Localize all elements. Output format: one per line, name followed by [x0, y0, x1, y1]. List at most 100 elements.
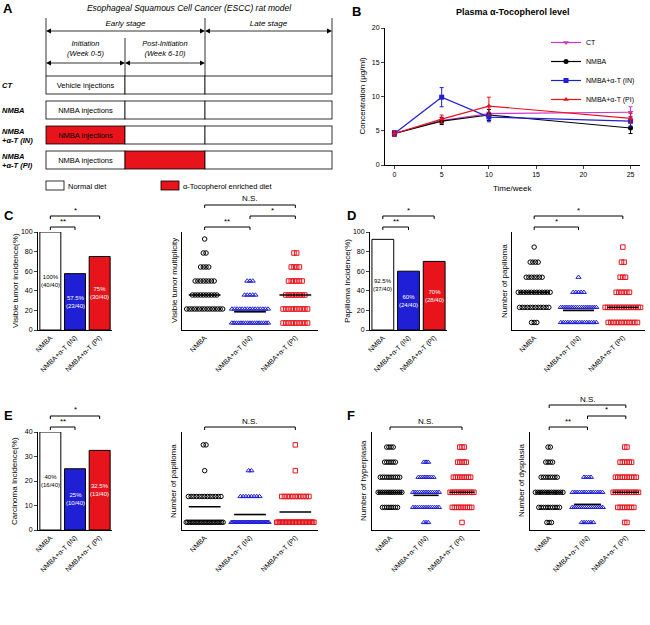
- svg-text:20: 20: [357, 307, 365, 314]
- svg-text:10: 10: [485, 171, 493, 178]
- svg-text:5: 5: [440, 171, 444, 178]
- svg-text:60: 60: [357, 268, 365, 275]
- svg-text:+α-T (IN): +α-T (IN): [2, 136, 33, 145]
- svg-text:20: 20: [372, 24, 380, 31]
- svg-text:*: *: [605, 405, 608, 414]
- svg-text:N.S.: N.S.: [242, 194, 258, 203]
- svg-text:NMBA: NMBA: [34, 534, 53, 553]
- svg-text:NMBA+α-T (IN): NMBA+α-T (IN): [551, 534, 591, 574]
- svg-text:25%(10/40): 25%(10/40): [66, 492, 85, 506]
- svg-text:Plasma α-Tocopherol level: Plasma α-Tocopherol level: [456, 7, 569, 17]
- svg-text:E: E: [4, 408, 13, 423]
- svg-text:92.5%(37/40): 92.5%(37/40): [373, 278, 392, 292]
- svg-text:NMBA+α-T (PI): NMBA+α-T (PI): [586, 96, 634, 104]
- svg-text:NMBA injections: NMBA injections: [58, 106, 113, 115]
- svg-text:NMBA+α-T (PI): NMBA+α-T (PI): [426, 534, 466, 574]
- svg-text:Vehicle injections: Vehicle injections: [57, 81, 115, 90]
- svg-text:NMBA+α-T (IN): NMBA+α-T (IN): [214, 334, 254, 374]
- svg-text:**: **: [224, 217, 230, 226]
- svg-text:40: 40: [357, 287, 365, 294]
- svg-text:NMBA+α-T (IN): NMBA+α-T (IN): [39, 534, 79, 574]
- svg-text:NMBA+α-T (PI): NMBA+α-T (PI): [64, 334, 104, 374]
- svg-text:α-Tocopherol enriched diet: α-Tocopherol enriched diet: [183, 182, 272, 191]
- svg-text:*: *: [555, 217, 558, 226]
- svg-text:NMBA+α-T (PI): NMBA+α-T (PI): [587, 334, 627, 374]
- svg-text:57.5%(23/40): 57.5%(23/40): [66, 295, 85, 309]
- svg-text:40: 40: [25, 287, 33, 294]
- svg-text:Visible tumor multiplicity: Visible tumor multiplicity: [170, 238, 179, 323]
- svg-text:0: 0: [392, 171, 396, 178]
- svg-text:Early stage: Early stage: [105, 19, 146, 28]
- svg-text:NMBA: NMBA: [189, 534, 208, 553]
- svg-text:NMBA: NMBA: [374, 534, 393, 553]
- svg-text:NMBA+α-T (IN): NMBA+α-T (IN): [214, 534, 254, 574]
- svg-text:0: 0: [29, 526, 33, 533]
- svg-text:NMBA: NMBA: [2, 152, 25, 161]
- svg-text:100: 100: [21, 228, 33, 235]
- svg-text:60: 60: [25, 268, 33, 275]
- svg-text:20: 20: [25, 477, 33, 484]
- svg-text:A: A: [3, 1, 13, 16]
- svg-text:0: 0: [29, 326, 33, 333]
- svg-text:20: 20: [579, 171, 587, 178]
- svg-text:NMBA+α-T (PI): NMBA+α-T (PI): [590, 534, 630, 574]
- svg-text:*: *: [74, 405, 77, 414]
- svg-text:100%(40/40): 100%(40/40): [41, 274, 60, 288]
- svg-text:5: 5: [376, 127, 380, 134]
- svg-text:NMBA: NMBA: [189, 334, 208, 353]
- svg-text:CT: CT: [586, 39, 596, 46]
- svg-text:Concentration (μg/ml): Concentration (μg/ml): [358, 57, 367, 134]
- svg-text:N.S.: N.S.: [580, 395, 596, 404]
- svg-text:60%(24/40): 60%(24/40): [399, 294, 418, 308]
- svg-text:NMBA+α-T (PI): NMBA+α-T (PI): [398, 334, 438, 374]
- svg-text:NMBA+α-T (PI): NMBA+α-T (PI): [260, 334, 300, 374]
- svg-text:20: 20: [25, 307, 33, 314]
- svg-text:Carcinoma Incidence(%): Carcinoma Incidence(%): [10, 437, 19, 525]
- svg-text:(Week 0-5): (Week 0-5): [67, 49, 104, 58]
- svg-text:NMBA injections: NMBA injections: [58, 131, 113, 140]
- svg-text:N.S.: N.S.: [418, 417, 434, 426]
- svg-text:*: *: [577, 206, 580, 215]
- svg-text:(Week 6-10): (Week 6-10): [144, 49, 186, 58]
- svg-text:32.5%(13/40): 32.5%(13/40): [90, 483, 109, 497]
- svg-text:CT: CT: [2, 81, 13, 90]
- svg-text:**: **: [60, 417, 66, 426]
- svg-text:15: 15: [532, 171, 540, 178]
- svg-text:Esophageal Squamous Cell Cance: Esophageal Squamous Cell Cancer (ESCC) r…: [87, 3, 292, 13]
- svg-text:75%(30/40): 75%(30/40): [90, 286, 109, 300]
- svg-text:0: 0: [376, 161, 380, 168]
- svg-text:Papilloma Incidence(%): Papilloma Incidence(%): [343, 239, 352, 323]
- svg-text:F: F: [347, 408, 355, 423]
- svg-text:NMBA: NMBA: [2, 127, 25, 136]
- svg-text:NMBA+α-T (IN): NMBA+α-T (IN): [586, 77, 634, 85]
- svg-text:15: 15: [372, 59, 380, 66]
- svg-text:Post-Initiation: Post-Initiation: [142, 39, 187, 48]
- svg-text:+α-T (PI): +α-T (PI): [2, 161, 33, 170]
- svg-text:NMBA: NMBA: [2, 106, 25, 115]
- svg-text:10: 10: [25, 502, 33, 509]
- svg-text:40: 40: [25, 428, 33, 435]
- svg-text:10: 10: [372, 93, 380, 100]
- svg-text:70%(28/40): 70%(28/40): [425, 289, 444, 303]
- svg-text:N.S.: N.S.: [242, 417, 258, 426]
- svg-text:NMBA+α-T (PI): NMBA+α-T (PI): [260, 534, 300, 574]
- svg-text:80: 80: [25, 248, 33, 255]
- svg-text:C: C: [4, 208, 14, 223]
- svg-text:NMBA+α-T (IN): NMBA+α-T (IN): [39, 334, 79, 374]
- svg-text:Number of dysplasia: Number of dysplasia: [517, 444, 526, 517]
- svg-text:NMBA injections: NMBA injections: [58, 156, 113, 165]
- svg-text:Time/week: Time/week: [493, 184, 532, 193]
- svg-text:0: 0: [361, 326, 365, 333]
- svg-text:Normal diet: Normal diet: [68, 182, 107, 191]
- svg-text:NMBA+α-T (IN): NMBA+α-T (IN): [390, 534, 430, 574]
- svg-text:NMBA: NMBA: [586, 58, 607, 65]
- svg-text:Number of papilloma: Number of papilloma: [169, 444, 178, 518]
- svg-text:**: **: [565, 417, 571, 426]
- svg-text:Number of papilloma: Number of papilloma: [500, 244, 509, 318]
- svg-text:*: *: [271, 206, 274, 215]
- svg-text:NMBA+α-T (PI): NMBA+α-T (PI): [64, 534, 104, 574]
- svg-text:NMBA+α-T (IN): NMBA+α-T (IN): [542, 334, 582, 374]
- svg-text:NMBA: NMBA: [533, 534, 552, 553]
- svg-text:**: **: [60, 217, 66, 226]
- svg-text:*: *: [407, 206, 410, 215]
